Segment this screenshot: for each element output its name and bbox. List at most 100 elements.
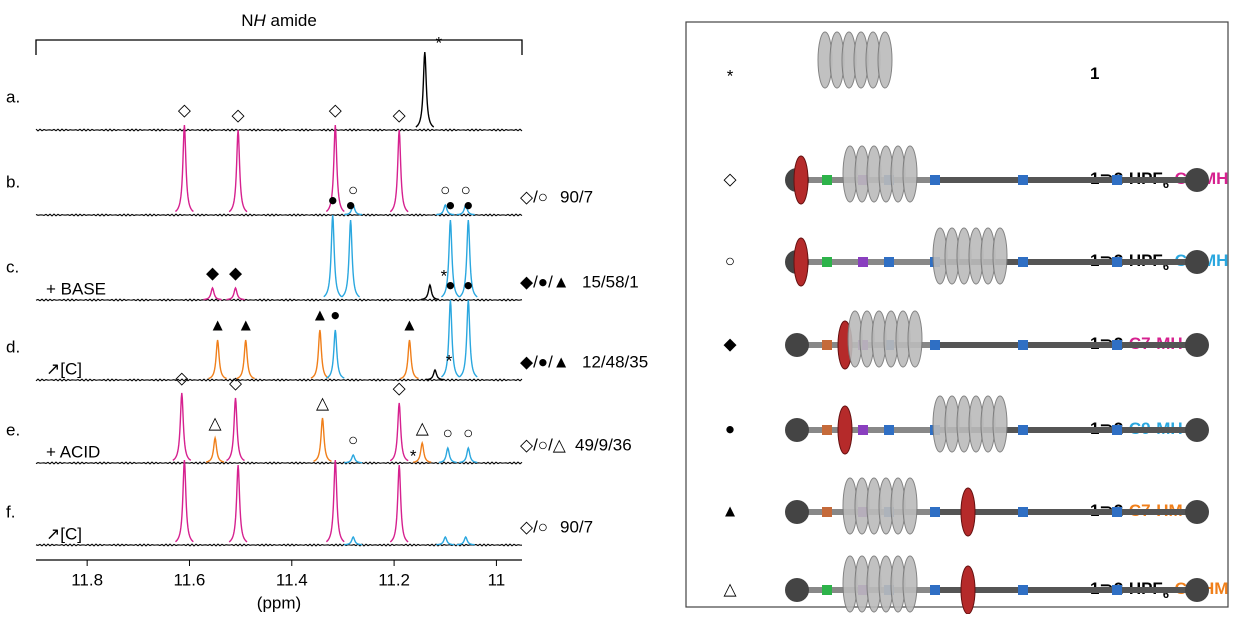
peak (344, 535, 363, 546)
peak (389, 402, 409, 462)
peak (313, 417, 332, 462)
peak-symbol: * (446, 351, 453, 370)
trace-annotation: + ACID (46, 442, 100, 461)
helix-loop (902, 477, 918, 535)
peak-symbol: ● (463, 275, 473, 294)
peak-symbol: △ (416, 418, 430, 437)
stopper (1185, 168, 1209, 192)
legend-symbol: ▲ (722, 501, 739, 520)
peak-symbol: ◇ (329, 100, 343, 119)
peak (203, 286, 222, 301)
station (1112, 507, 1122, 517)
station (930, 585, 940, 595)
station (822, 340, 832, 350)
peak (389, 129, 409, 213)
peak-symbol: ○ (463, 423, 473, 442)
helix-loop (877, 31, 893, 89)
peak-symbol: ● (328, 190, 338, 209)
legend-symbol: ◇ (723, 169, 737, 188)
peak (458, 299, 478, 378)
peak-symbol: ◆ (206, 263, 220, 282)
baseline (35, 543, 523, 547)
station (1018, 425, 1028, 435)
station (884, 425, 894, 435)
station (1112, 425, 1122, 435)
peak-symbol: ● (445, 275, 455, 294)
peak-symbol: ● (463, 195, 473, 214)
peak-symbol: * (410, 446, 417, 465)
macrocycle (793, 155, 809, 205)
x-tick-label: 11.2 (378, 570, 410, 589)
peak-symbol: ◇ (393, 378, 407, 397)
peak (436, 535, 455, 546)
peak (228, 129, 248, 213)
peak (344, 453, 363, 464)
station (1112, 257, 1122, 267)
baseline (35, 298, 523, 302)
station (1112, 340, 1122, 350)
station (930, 507, 940, 517)
title-part: H (253, 11, 266, 30)
peak-symbol: ◇ (229, 373, 243, 392)
ratio-value: 90/7 (560, 517, 593, 536)
legend-box (685, 21, 1229, 608)
ratio-symbols: ◇/○/△ (520, 435, 567, 454)
baseline (35, 461, 523, 465)
peak (174, 124, 194, 213)
peak-symbol: ○ (461, 180, 471, 199)
stopper (1185, 578, 1209, 602)
peak (415, 51, 435, 128)
stopper (785, 500, 809, 524)
station (930, 175, 940, 185)
title-part: amide (266, 11, 317, 30)
peak (205, 435, 225, 463)
station (1112, 175, 1122, 185)
peak (458, 219, 478, 298)
x-tick-label: 11 (488, 570, 506, 589)
peak (341, 219, 360, 298)
peak (310, 329, 330, 379)
peak-symbol: * (435, 33, 442, 52)
peak (389, 464, 409, 543)
baseline (35, 128, 523, 132)
peak (208, 339, 227, 380)
peak (236, 339, 255, 380)
helix-loop (902, 555, 918, 613)
macrocycle (837, 405, 853, 455)
peak-symbol: ▲ (209, 315, 226, 334)
peak-symbol: ▲ (237, 315, 254, 334)
peak (400, 339, 419, 380)
station (1018, 175, 1028, 185)
stopper (1185, 250, 1209, 274)
ratio-symbols: ◇/○ (520, 517, 548, 536)
trace-annotation: ↗[C] (46, 524, 82, 543)
trace-annotation: + BASE (46, 279, 106, 298)
peak-symbol: △ (209, 413, 223, 432)
baseline (35, 378, 523, 382)
peak-symbol: * (441, 266, 448, 285)
legend-symbol: ● (725, 419, 735, 438)
ratio-symbols: ◇/○ (520, 187, 548, 206)
peak (426, 368, 444, 381)
helix-loop (902, 145, 918, 203)
peak (175, 459, 194, 543)
trace-label: b. (6, 172, 20, 191)
station (822, 425, 832, 435)
station (1112, 585, 1122, 595)
stopper (785, 578, 809, 602)
peak (459, 446, 478, 464)
baseline (35, 213, 523, 217)
bracket (35, 39, 523, 55)
stopper (1185, 418, 1209, 442)
peak (413, 440, 432, 463)
station (1018, 507, 1028, 517)
stopper (785, 418, 809, 442)
station (884, 257, 894, 267)
peak-symbol: ○ (348, 430, 358, 449)
station (822, 257, 832, 267)
legend-symbol: ◆ (723, 334, 737, 353)
peak (226, 286, 245, 301)
ratio-value: 90/7 (560, 187, 593, 206)
station (930, 340, 940, 350)
